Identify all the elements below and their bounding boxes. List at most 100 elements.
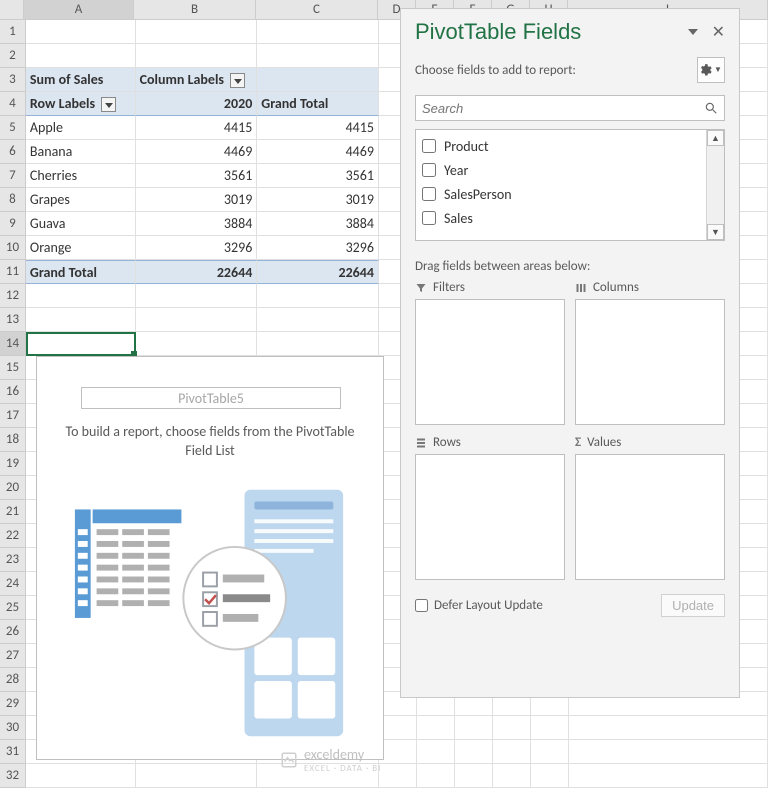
cell[interactable]: [136, 332, 258, 356]
cell[interactable]: Orange: [26, 236, 136, 260]
cell[interactable]: 22644: [257, 260, 379, 284]
cell[interactable]: [569, 764, 768, 788]
cell[interactable]: Guava: [26, 212, 136, 236]
update-button[interactable]: Update: [661, 594, 725, 617]
row-header[interactable]: 7: [0, 164, 26, 188]
cell[interactable]: [26, 764, 136, 788]
row-header[interactable]: 1: [0, 20, 26, 44]
column-header[interactable]: B: [134, 0, 256, 19]
cell[interactable]: 3561: [136, 164, 258, 188]
field-item[interactable]: Sales: [418, 206, 704, 230]
cell[interactable]: [455, 764, 493, 788]
row-header[interactable]: 5: [0, 116, 26, 140]
cell[interactable]: 4469: [257, 140, 379, 164]
row-header[interactable]: 2: [0, 44, 26, 68]
field-checkbox[interactable]: [422, 187, 436, 201]
row-header[interactable]: 22: [0, 524, 26, 548]
cell[interactable]: Banana: [26, 140, 136, 164]
cell[interactable]: [455, 716, 493, 740]
cell[interactable]: [136, 284, 258, 308]
field-item[interactable]: SalesPerson: [418, 182, 704, 206]
row-header[interactable]: 11: [0, 260, 26, 284]
cell[interactable]: 3561: [257, 164, 379, 188]
row-header[interactable]: 20: [0, 476, 26, 500]
cell[interactable]: Grapes: [26, 188, 136, 212]
cell[interactable]: [531, 740, 569, 764]
cell[interactable]: 3884: [136, 212, 258, 236]
cell[interactable]: Apple: [26, 116, 136, 140]
cell[interactable]: [136, 44, 258, 68]
row-header[interactable]: 17: [0, 404, 26, 428]
field-scrollbar[interactable]: ▲ ▼: [706, 130, 724, 240]
cell[interactable]: [26, 44, 136, 68]
row-header[interactable]: 29: [0, 692, 26, 716]
search-box[interactable]: [415, 95, 725, 121]
cell[interactable]: [569, 740, 768, 764]
field-item[interactable]: Product: [418, 134, 704, 158]
columns-area[interactable]: Columns: [575, 280, 725, 425]
column-header[interactable]: C: [256, 0, 378, 19]
cell[interactable]: [379, 716, 417, 740]
cell[interactable]: [417, 764, 455, 788]
row-header[interactable]: 30: [0, 716, 26, 740]
cell[interactable]: [493, 764, 531, 788]
cell[interactable]: 3019: [136, 188, 258, 212]
cell[interactable]: [417, 716, 455, 740]
row-header[interactable]: 6: [0, 140, 26, 164]
cell[interactable]: Grand Total: [26, 260, 136, 284]
cell[interactable]: [136, 308, 258, 332]
defer-update-checkbox[interactable]: Defer Layout Update: [415, 598, 661, 613]
cell[interactable]: Cherries: [26, 164, 136, 188]
values-area[interactable]: ΣValues: [575, 435, 725, 580]
cell[interactable]: 4469: [136, 140, 258, 164]
row-header[interactable]: 19: [0, 452, 26, 476]
row-header[interactable]: 16: [0, 380, 26, 404]
row-header[interactable]: 12: [0, 284, 26, 308]
cell[interactable]: 4415: [136, 116, 258, 140]
row-header[interactable]: 23: [0, 548, 26, 572]
cell[interactable]: [493, 740, 531, 764]
cell[interactable]: [26, 20, 136, 44]
cell[interactable]: [26, 332, 136, 356]
row-header[interactable]: 26: [0, 620, 26, 644]
select-all-corner[interactable]: [0, 0, 24, 20]
search-input[interactable]: [422, 101, 704, 116]
cell[interactable]: [26, 284, 136, 308]
cell[interactable]: [379, 740, 417, 764]
cell[interactable]: 3296: [136, 236, 258, 260]
row-header[interactable]: 8: [0, 188, 26, 212]
dropdown-icon[interactable]: [101, 97, 116, 112]
row-header[interactable]: 21: [0, 500, 26, 524]
cell[interactable]: 22644: [136, 260, 258, 284]
cell[interactable]: [455, 740, 493, 764]
row-header[interactable]: 10: [0, 236, 26, 260]
cell[interactable]: [569, 716, 768, 740]
close-icon[interactable]: ✕: [712, 22, 725, 42]
row-header[interactable]: 13: [0, 308, 26, 332]
row-header[interactable]: 14: [0, 332, 26, 356]
cell[interactable]: [257, 308, 379, 332]
cell[interactable]: [257, 332, 379, 356]
cell[interactable]: Sum of Sales: [26, 68, 136, 92]
cell[interactable]: [257, 284, 379, 308]
field-checkbox[interactable]: [422, 163, 436, 177]
cell[interactable]: 3019: [257, 188, 379, 212]
column-header[interactable]: A: [24, 0, 134, 19]
row-header[interactable]: 25: [0, 596, 26, 620]
row-header[interactable]: 27: [0, 644, 26, 668]
field-checkbox[interactable]: [422, 139, 436, 153]
cell[interactable]: 3296: [257, 236, 379, 260]
row-header[interactable]: 31: [0, 740, 26, 764]
cell[interactable]: Column Labels: [136, 68, 258, 92]
cell[interactable]: [136, 764, 258, 788]
cell[interactable]: 2020: [136, 92, 258, 116]
cell[interactable]: [493, 716, 531, 740]
cell[interactable]: Row Labels: [26, 92, 136, 116]
cell[interactable]: [257, 68, 379, 92]
row-header[interactable]: 28: [0, 668, 26, 692]
row-header[interactable]: 24: [0, 572, 26, 596]
pivottable-placeholder[interactable]: PivotTable5 To build a report, choose fi…: [36, 356, 384, 760]
cell[interactable]: 4415: [257, 116, 379, 140]
cell[interactable]: [417, 740, 455, 764]
cell[interactable]: [257, 44, 379, 68]
